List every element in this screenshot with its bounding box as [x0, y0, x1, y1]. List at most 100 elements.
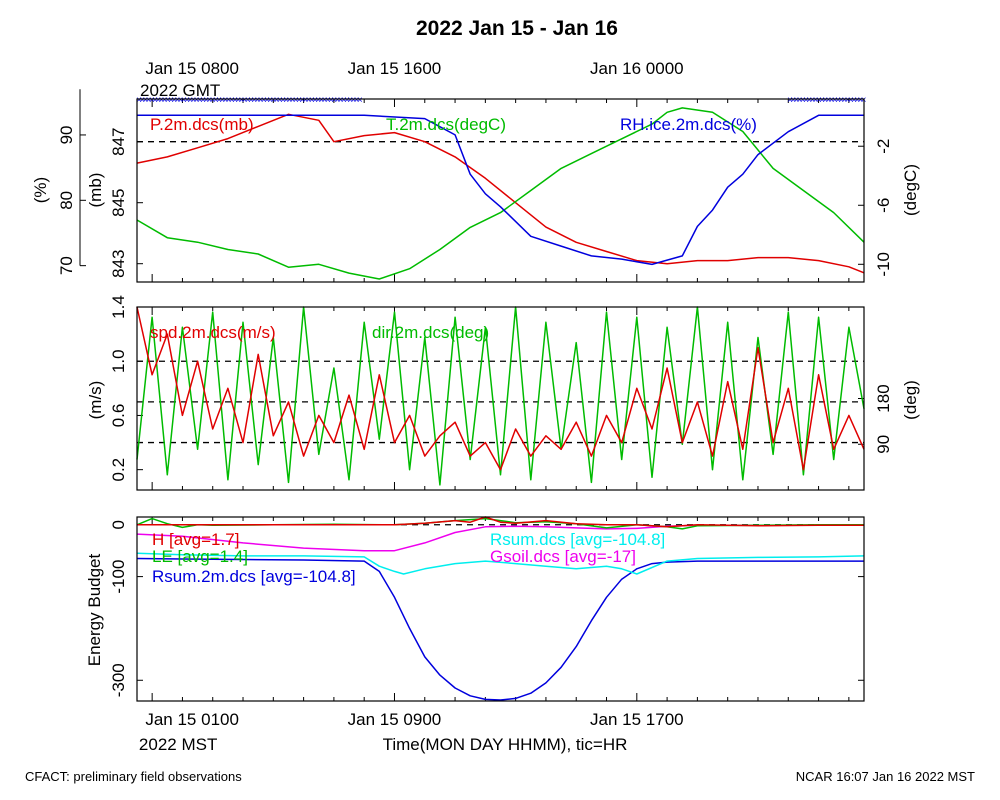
rh-marker: ×	[325, 95, 331, 106]
series-line-energy-1	[136, 517, 864, 530]
rh-marker: ×	[293, 95, 299, 106]
rh-marker: ×	[809, 95, 815, 106]
series-line-met-2	[137, 114, 864, 266]
rh-marker: ×	[797, 95, 803, 106]
t-tick-label: -2	[874, 139, 893, 154]
rh-marker: ×	[290, 95, 296, 106]
top-tick-label: Jan 16 0000	[590, 59, 684, 78]
spd-tick-label: 1.4	[109, 295, 128, 319]
series-line-wind-1	[136, 306, 865, 486]
energy-legend-label: Gsoil.dcs [avg=-17]	[490, 547, 636, 566]
wind-frame	[136, 306, 865, 491]
rh-marker: ×	[200, 95, 206, 106]
rh-marker: ×	[184, 95, 190, 106]
rh-marker: ×	[254, 95, 260, 106]
rh-marker: ×	[238, 95, 244, 106]
p-axis-label: (mb)	[86, 173, 105, 208]
rh-marker: ×	[162, 95, 168, 106]
rh-marker: ×	[248, 95, 254, 106]
rh-marker: ×	[149, 95, 155, 106]
rh-marker: ×	[258, 95, 264, 106]
rh-marker: ×	[187, 95, 193, 106]
energy-legend-label: H [avg=1.7]	[152, 530, 239, 549]
rh-marker: ×	[813, 95, 819, 106]
met-legend-label: P.2m.dcs(mb)	[150, 115, 254, 134]
wind-series	[136, 306, 865, 486]
footer-left: CFACT: preliminary field observations	[25, 769, 242, 784]
rh-marker: ×	[845, 95, 851, 106]
bottom-tick-label: Jan 15 0900	[348, 710, 442, 729]
top-tick-sublabel: 2022 GMT	[140, 81, 220, 100]
rh-marker: ×	[803, 95, 809, 106]
rh-marker: ×	[264, 95, 270, 106]
rh-marker: ×	[315, 95, 321, 106]
rh-marker: ×	[213, 95, 219, 106]
rh-marker: ×	[242, 95, 248, 106]
series-line-energy-3	[136, 552, 865, 575]
rh-marker: ×	[142, 95, 148, 106]
rh-marker: ×	[306, 95, 312, 106]
energy-legend-label: Rsum.dcs [avg=-104.8]	[490, 530, 665, 549]
rh-marker: ×	[136, 95, 142, 106]
rh-marker: ×	[331, 95, 337, 106]
energy-tick-label: -300	[109, 663, 128, 697]
rh-marker: ×	[235, 95, 241, 106]
footer-right: NCAR 16:07 Jan 16 2022 MST	[796, 769, 975, 784]
rh-marker: ×	[152, 95, 158, 106]
met-legend-label: RH.ice.2m.dcs(%)	[620, 115, 757, 134]
energy-legend-label: LE [avg=1.4]	[152, 547, 248, 566]
rh-marker: ×	[350, 95, 356, 106]
rh-marker: ×	[838, 95, 844, 106]
series-line-energy-0	[137, 516, 864, 528]
top-tick-label: Jan 15 1600	[348, 59, 442, 78]
rh-marker: ×	[277, 95, 283, 106]
top-tick-label: Jan 15 0800	[145, 59, 239, 78]
rh-marker: ×	[178, 95, 184, 106]
rh-marker: ×	[226, 95, 232, 106]
rh-marker: ×	[286, 95, 292, 106]
rh-marker: ×	[819, 95, 825, 106]
rh-marker: ×	[158, 95, 164, 106]
rh-marker: ×	[787, 95, 793, 106]
rh-marker: ×	[174, 95, 180, 106]
dir-axis-label: (deg)	[901, 380, 920, 420]
met-series: ××××××××××××××××××××××××××××××××××××××××…	[136, 95, 867, 280]
rh-marker: ×	[245, 95, 251, 106]
rh-marker: ×	[280, 95, 286, 106]
top-gmt-axis: Jan 15 0800 2022 GMT Jan 15 1600 Jan 16 000…	[140, 59, 684, 100]
energy-legend-label: Rsum.2m.dcs [avg=-104.8]	[152, 567, 356, 586]
wind-legend-label: spd.2m.dcs(m/s)	[150, 323, 276, 342]
rh-marker: ×	[312, 95, 318, 106]
rh-marker: ×	[181, 95, 187, 106]
rh-marker: ×	[270, 95, 276, 106]
rh-marker: ×	[296, 95, 302, 106]
rh-saturation-markers: ××××××××××××××××××××××××××××××××××××××××…	[136, 95, 867, 106]
rh-marker: ×	[829, 95, 835, 106]
panel-energy-budget: -300 -100 0 Energy Budget H [avg=1.7]LE [av…	[85, 516, 865, 702]
rh-marker: ×	[854, 95, 860, 106]
wind-legend-label: dir.2m.dcs(deg)	[372, 323, 489, 342]
rh-marker: ×	[848, 95, 854, 106]
rh-marker: ×	[344, 95, 350, 106]
met-legend-label: T.2m.dcs(degC)	[386, 115, 506, 134]
rh-marker: ×	[197, 95, 203, 106]
rh-marker: ×	[851, 95, 857, 106]
rh-marker: ×	[139, 95, 145, 106]
rh-tick-label: 90	[57, 125, 76, 144]
rh-marker: ×	[274, 95, 280, 106]
rh-marker: ×	[302, 95, 308, 106]
rh-marker: ×	[354, 95, 360, 106]
bottom-mst-axis: Jan 15 0100 2022 MST Jan 15 0900 Jan 15 170…	[139, 710, 684, 754]
rh-marker: ×	[232, 95, 238, 106]
rh-tick-label: 70	[57, 256, 76, 275]
rh-marker: ×	[309, 95, 315, 106]
rh-marker: ×	[283, 95, 289, 106]
rh-marker: ×	[165, 95, 171, 106]
rh-marker: ×	[822, 95, 828, 106]
series-line-met-1	[136, 107, 865, 280]
energy-legend: H [avg=1.7]LE [avg=1.4] Gsoil.dcs [avg=-1…	[152, 530, 665, 586]
rh-marker: ×	[841, 95, 847, 106]
energy-series	[136, 516, 865, 701]
t-tick-label: -6	[874, 198, 893, 213]
